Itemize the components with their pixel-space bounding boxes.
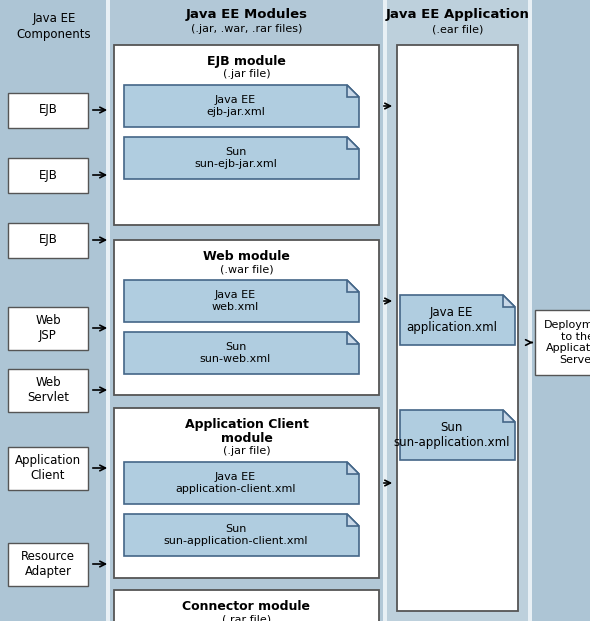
- PathPatch shape: [124, 332, 359, 374]
- Text: Web
Servlet: Web Servlet: [27, 376, 69, 404]
- Text: Java EE
application.xml: Java EE application.xml: [406, 306, 497, 334]
- Bar: [114, 590, 379, 621]
- PathPatch shape: [400, 410, 515, 460]
- Bar: [535, 310, 590, 375]
- Bar: [8, 158, 88, 193]
- Text: Sun
sun-application-client.xml: Sun sun-application-client.xml: [163, 524, 308, 546]
- PathPatch shape: [400, 295, 515, 345]
- Bar: [114, 408, 379, 578]
- Text: Sun
sun-ejb-jar.xml: Sun sun-ejb-jar.xml: [194, 147, 277, 169]
- Text: Java EE
application-client.xml: Java EE application-client.xml: [175, 472, 296, 494]
- PathPatch shape: [124, 462, 359, 504]
- Bar: [530, 0, 590, 621]
- Bar: [397, 45, 518, 611]
- Bar: [114, 45, 379, 225]
- PathPatch shape: [124, 280, 359, 322]
- PathPatch shape: [124, 85, 359, 127]
- Text: Application Client: Application Client: [185, 418, 309, 431]
- Text: Application
Client: Application Client: [15, 454, 81, 482]
- Text: EJB module: EJB module: [207, 55, 286, 68]
- PathPatch shape: [503, 295, 515, 307]
- Text: EJB: EJB: [38, 168, 57, 181]
- Text: (.war file): (.war file): [219, 264, 273, 274]
- PathPatch shape: [347, 137, 359, 149]
- PathPatch shape: [124, 514, 359, 556]
- Bar: [8, 543, 88, 586]
- Text: EJB: EJB: [38, 233, 57, 247]
- Text: Deployment
to the
Application
Server: Deployment to the Application Server: [543, 320, 590, 365]
- Bar: [8, 369, 88, 412]
- Bar: [8, 307, 88, 350]
- Text: Java EE
Components: Java EE Components: [17, 12, 91, 41]
- Text: (.rar file): (.rar file): [222, 614, 271, 621]
- Text: Web
JSP: Web JSP: [35, 314, 61, 342]
- Text: Sun
sun-web.xml: Sun sun-web.xml: [200, 342, 271, 364]
- Bar: [108, 0, 385, 621]
- Text: (.jar file): (.jar file): [222, 446, 270, 456]
- PathPatch shape: [124, 137, 359, 179]
- PathPatch shape: [503, 410, 515, 422]
- Bar: [106, 0, 110, 621]
- Text: module: module: [221, 432, 273, 445]
- Text: (.jar, .war, .rar files): (.jar, .war, .rar files): [191, 24, 302, 34]
- Text: Java EE Modules: Java EE Modules: [185, 8, 307, 21]
- PathPatch shape: [347, 462, 359, 474]
- Bar: [385, 0, 530, 621]
- Text: (.ear file): (.ear file): [432, 24, 483, 34]
- PathPatch shape: [347, 332, 359, 344]
- Text: (.jar file): (.jar file): [222, 69, 270, 79]
- Bar: [528, 0, 532, 621]
- Text: Sun
sun-application.xml: Sun sun-application.xml: [394, 421, 510, 449]
- Bar: [114, 240, 379, 395]
- Bar: [0, 0, 108, 621]
- Text: Java EE
ejb-jar.xml: Java EE ejb-jar.xml: [206, 95, 265, 117]
- Text: Web module: Web module: [203, 250, 290, 263]
- Text: Java EE Application: Java EE Application: [385, 8, 529, 21]
- Text: Connector module: Connector module: [182, 600, 310, 613]
- Text: EJB: EJB: [38, 104, 57, 117]
- Bar: [383, 0, 387, 621]
- Bar: [8, 447, 88, 490]
- Bar: [8, 93, 88, 128]
- Text: Resource
Adapter: Resource Adapter: [21, 550, 75, 578]
- Bar: [8, 223, 88, 258]
- PathPatch shape: [347, 280, 359, 292]
- PathPatch shape: [347, 85, 359, 97]
- PathPatch shape: [347, 514, 359, 526]
- Text: Java EE
web.xml: Java EE web.xml: [212, 290, 259, 312]
